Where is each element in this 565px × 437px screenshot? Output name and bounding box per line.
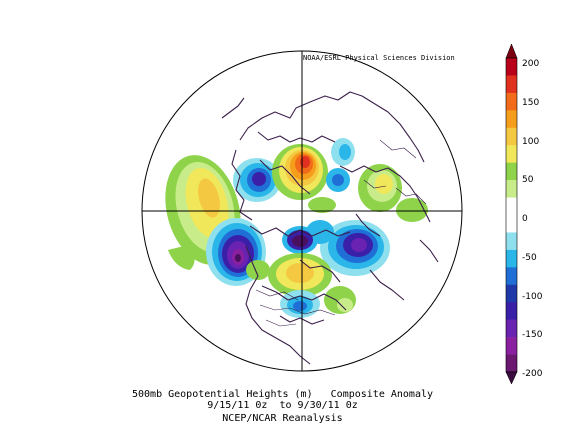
colorbar-segment bbox=[506, 319, 517, 338]
colorbar-tick-label: -150 bbox=[522, 330, 543, 341]
colorbar-segment bbox=[506, 249, 517, 268]
anomaly-eastasia-positive bbox=[308, 164, 428, 222]
colorbar-segment bbox=[506, 58, 517, 76]
colorbar-segment bbox=[506, 92, 517, 111]
colorbar-segment bbox=[506, 127, 517, 146]
anomaly-asia-negative bbox=[326, 138, 355, 192]
colorbar-segment bbox=[506, 75, 517, 94]
anomaly-field bbox=[142, 51, 462, 371]
colorbar-segment bbox=[506, 302, 517, 320]
colorbar-tick-label: 50 bbox=[522, 175, 534, 186]
caption-line-3: NCEP/NCAR Reanalysis bbox=[222, 413, 343, 424]
colorbar-tick-label: -100 bbox=[522, 291, 543, 302]
colorbar-segment bbox=[506, 197, 517, 216]
caption-line-2: 9/15/11 0z to 9/30/11 0z bbox=[207, 400, 358, 411]
caption-line-1: 500mb Geopotential Heights (m) Composite… bbox=[131, 389, 434, 400]
colorbar-tick-label: 100 bbox=[522, 136, 540, 147]
colorbar-arrow-bottom bbox=[505, 371, 518, 385]
anomaly-us-negative bbox=[280, 290, 320, 318]
coastlines bbox=[221, 91, 439, 365]
graticule bbox=[142, 51, 462, 371]
colorbar-segment bbox=[506, 337, 517, 355]
colorbar-tick-label: -200 bbox=[522, 369, 543, 379]
colorbar-tick-label: -50 bbox=[522, 252, 537, 263]
map-outline bbox=[141, 50, 463, 372]
colorbar-segment bbox=[506, 110, 517, 129]
anomaly-siberia-positive bbox=[272, 144, 328, 200]
colorbar-segment bbox=[506, 267, 517, 286]
colorbar-tick-label: 0 bbox=[522, 214, 528, 224]
anomaly-arctic-negative bbox=[282, 226, 318, 254]
borders bbox=[255, 139, 427, 327]
colorbar-segment bbox=[506, 215, 517, 233]
colorbar-segment bbox=[506, 284, 517, 303]
colorbar-segment bbox=[506, 354, 517, 373]
colorbar-segment bbox=[506, 232, 517, 251]
anomaly-namerica-positive bbox=[246, 253, 356, 314]
colorbar-arrow-top bbox=[505, 43, 518, 59]
colorbar-segment bbox=[506, 162, 517, 181]
colorbar-segment bbox=[506, 180, 517, 198]
colorbar-segment bbox=[506, 145, 517, 163]
credit-text: NOAA/ESRL Physical Sciences Division bbox=[303, 54, 455, 62]
colorbar-frame bbox=[505, 57, 518, 373]
colorbar bbox=[505, 43, 518, 385]
colorbar-tick-label: 150 bbox=[522, 97, 540, 108]
colorbar-tick-label: 200 bbox=[522, 59, 540, 69]
